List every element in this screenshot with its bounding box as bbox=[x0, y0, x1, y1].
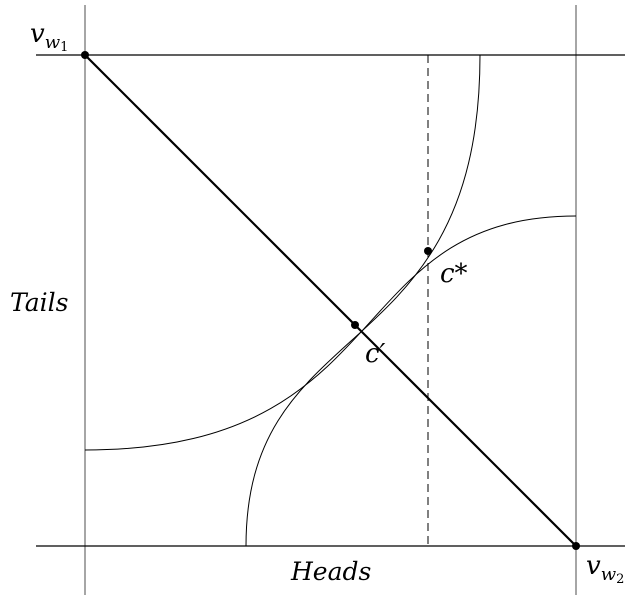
label-c-star: c* bbox=[440, 259, 468, 289]
point-c-prime bbox=[351, 321, 359, 329]
point-v-w1 bbox=[81, 51, 89, 59]
point-c-star bbox=[424, 247, 432, 255]
arc-heads bbox=[245, 54, 481, 547]
point-v-w2 bbox=[572, 542, 580, 550]
label-heads: Heads bbox=[290, 557, 371, 586]
arc-tails bbox=[84, 215, 577, 451]
label-tails: Tails bbox=[10, 288, 68, 317]
label-v-w1: vw1 bbox=[30, 19, 68, 55]
label-v-w2: vw2 bbox=[586, 551, 624, 587]
label-c-prime: c′ bbox=[365, 339, 386, 369]
diagonal-line bbox=[84, 54, 577, 547]
